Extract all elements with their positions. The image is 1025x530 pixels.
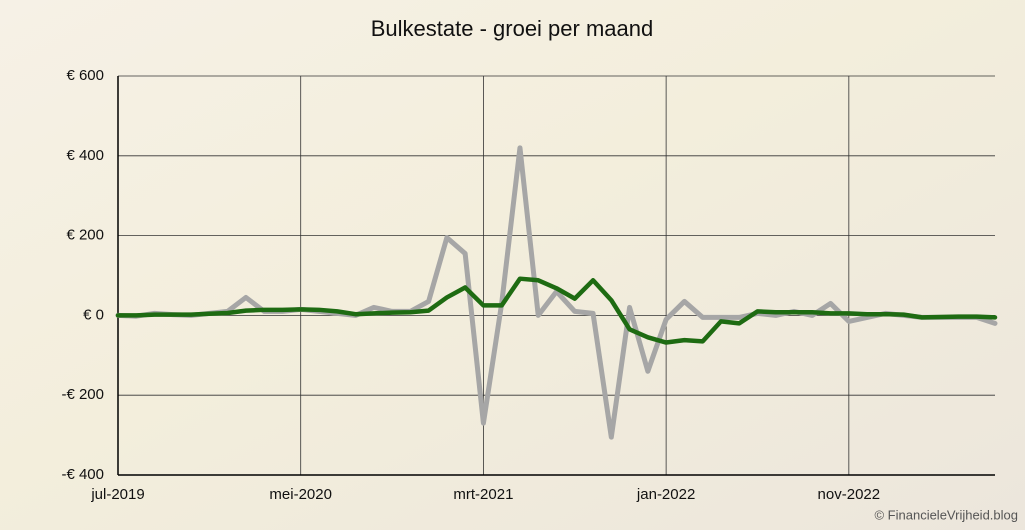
credit: © FinancieleVrijheid.blog: [874, 507, 1018, 522]
y-tick-label: -€ 400: [61, 466, 104, 483]
x-tick-label: mrt-2021: [453, 486, 513, 503]
x-tick-label: jan-2022: [636, 486, 695, 503]
x-tick-label: nov-2022: [818, 486, 881, 503]
y-tick-label: € 200: [66, 227, 104, 244]
y-tick-label: € 600: [66, 67, 104, 84]
y-tick-label: -€ 200: [61, 386, 104, 403]
y-tick-label: € 0: [83, 306, 104, 323]
y-tick-label: € 400: [66, 147, 104, 164]
x-tick-label: jul-2019: [90, 486, 144, 503]
chart-title: Bulkestate - groei per maand: [371, 16, 654, 41]
data-line: [115, 276, 998, 345]
x-tick-label: mei-2020: [269, 486, 332, 503]
